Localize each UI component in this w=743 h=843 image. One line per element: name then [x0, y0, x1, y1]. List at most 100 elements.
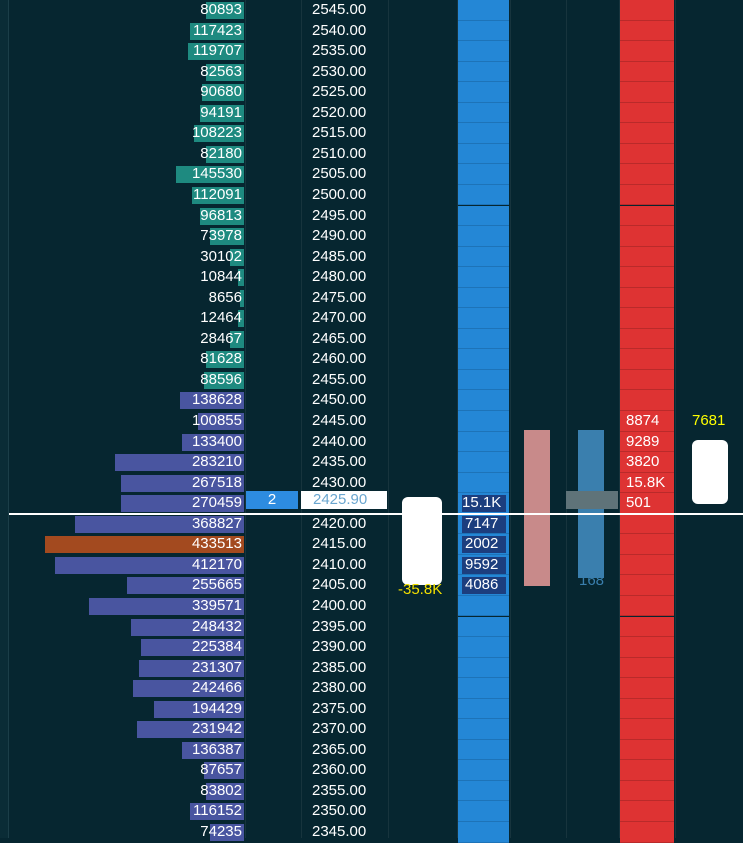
bid-cell[interactable] — [458, 226, 509, 247]
ladder-row[interactable]: 12464 2470.00 — [0, 308, 743, 329]
ask-cell[interactable] — [620, 246, 674, 268]
ladder-row[interactable]: 231942 2370.00 — [0, 719, 743, 740]
price-level[interactable]: 2355.00 — [312, 781, 367, 799]
price-level[interactable]: 2540.00 — [312, 21, 367, 39]
bid-cell[interactable] — [458, 390, 509, 411]
bid-cell[interactable] — [458, 595, 509, 617]
price-level[interactable]: 2525.00 — [312, 83, 367, 101]
ladder-row[interactable]: 433513 2415.00 2002 — [0, 534, 743, 555]
price-level[interactable]: 2415.00 — [312, 535, 367, 553]
bid-cell[interactable] — [458, 164, 509, 185]
bid-cell[interactable] — [458, 719, 509, 740]
ask-cell[interactable] — [620, 534, 674, 555]
ask-cell[interactable] — [620, 390, 674, 411]
ladder-row[interactable]: 96813 2495.00 — [0, 205, 743, 227]
price-level[interactable]: 2400.00 — [312, 596, 367, 614]
bid-cell[interactable] — [458, 616, 509, 638]
ladder-row[interactable]: 116152 2350.00 — [0, 801, 743, 822]
ladder-row[interactable]: 108223 2515.00 — [0, 123, 743, 144]
ask-cell[interactable] — [620, 616, 674, 638]
ask-cell[interactable] — [620, 41, 674, 62]
price-level[interactable]: 2535.00 — [312, 42, 367, 60]
bid-cell[interactable] — [458, 267, 509, 288]
ladder-row[interactable]: 10844 2480.00 — [0, 267, 743, 288]
ladder-row[interactable]: 83802 2355.00 — [0, 780, 743, 802]
price-level[interactable]: 2350.00 — [312, 802, 367, 820]
ladder-row[interactable]: 73978 2490.00 — [0, 226, 743, 247]
bid-cell[interactable] — [458, 123, 509, 144]
ladder-row[interactable]: 136387 2365.00 — [0, 739, 743, 761]
bid-cell[interactable] — [458, 41, 509, 62]
ask-cell[interactable] — [620, 698, 674, 720]
price-level[interactable]: 2390.00 — [312, 638, 367, 656]
price-level[interactable]: 2450.00 — [312, 391, 367, 409]
ladder-row[interactable]: 82180 2510.00 — [0, 143, 743, 165]
ladder-row[interactable]: 231307 2385.00 — [0, 657, 743, 679]
ladder-row[interactable]: 117423 2540.00 — [0, 20, 743, 42]
ask-cell[interactable] — [620, 267, 674, 288]
bid-cell[interactable] — [458, 82, 509, 103]
ladder-row[interactable]: 90680 2525.00 — [0, 82, 743, 103]
ask-cell[interactable] — [620, 554, 674, 576]
ask-cell[interactable] — [620, 369, 674, 391]
price-level[interactable]: 2365.00 — [312, 740, 367, 758]
ladder-row[interactable]: 255665 2405.00 4086 — [0, 575, 743, 596]
ladder-row[interactable]: 94191 2520.00 — [0, 102, 743, 124]
ask-cell[interactable] — [620, 82, 674, 103]
ask-cell[interactable] — [620, 801, 674, 822]
ladder-row[interactable]: 267518 2430.00 15.8K — [0, 472, 743, 494]
price-level[interactable]: 2545.00 — [312, 1, 367, 18]
bid-cell[interactable] — [458, 739, 509, 761]
bid-cell[interactable] — [458, 102, 509, 124]
ask-cell[interactable] — [620, 61, 674, 83]
bid-cell[interactable] — [458, 184, 509, 206]
price-level[interactable]: 2430.00 — [312, 473, 367, 491]
price-level[interactable]: 2460.00 — [312, 350, 367, 368]
ladder-row[interactable]: 283210 2435.00 3820 — [0, 452, 743, 473]
ask-cell[interactable] — [620, 595, 674, 617]
bid-cell[interactable] — [458, 780, 509, 802]
bid-cell[interactable] — [458, 0, 509, 21]
ask-cell[interactable] — [620, 411, 674, 432]
price-level[interactable]: 2475.00 — [312, 288, 367, 306]
left-scrollbar[interactable] — [0, 0, 9, 838]
ask-cell[interactable] — [620, 575, 674, 596]
price-level[interactable]: 2480.00 — [312, 268, 367, 286]
ask-cell[interactable] — [620, 657, 674, 679]
ladder-row[interactable]: 412170 2410.00 9592 — [0, 554, 743, 576]
bid-cell[interactable] — [458, 369, 509, 391]
ask-cell[interactable] — [620, 637, 674, 658]
price-level[interactable]: 2515.00 — [312, 124, 367, 142]
bid-cell[interactable] — [458, 822, 509, 843]
ask-cell[interactable] — [620, 143, 674, 165]
bid-cell[interactable] — [458, 411, 509, 432]
ask-cell[interactable] — [620, 205, 674, 227]
bid-cell[interactable] — [458, 698, 509, 720]
ladder-row[interactable]: 138628 2450.00 — [0, 390, 743, 411]
ask-cell[interactable] — [620, 780, 674, 802]
ask-cell[interactable] — [620, 328, 674, 350]
ladder-row[interactable]: 339571 2400.00 — [0, 595, 743, 617]
ladder-row[interactable]: 82563 2530.00 — [0, 61, 743, 83]
price-level[interactable]: 2385.00 — [312, 658, 367, 676]
price-level[interactable]: 2405.00 — [312, 576, 367, 594]
ladder-row[interactable]: 87657 2360.00 — [0, 760, 743, 781]
ask-cell[interactable] — [620, 452, 674, 473]
price-level[interactable]: 2440.00 — [312, 432, 367, 450]
bid-cell[interactable] — [458, 308, 509, 329]
ask-cell[interactable] — [620, 20, 674, 42]
bid-cell[interactable] — [458, 349, 509, 370]
ask-cell[interactable] — [620, 760, 674, 781]
price-level[interactable]: 2420.00 — [312, 514, 367, 532]
ask-cell[interactable] — [620, 472, 674, 494]
ladder-row[interactable]: 28467 2465.00 — [0, 328, 743, 350]
price-level[interactable]: 2530.00 — [312, 62, 367, 80]
ladder-row[interactable]: 88596 2455.00 — [0, 369, 743, 391]
ladder-row[interactable]: 74235 2345.00 — [0, 822, 743, 843]
ask-cell[interactable] — [620, 678, 674, 699]
ask-cell[interactable] — [620, 719, 674, 740]
price-level[interactable]: 2495.00 — [312, 206, 367, 224]
ladder-row[interactable]: 225384 2390.00 — [0, 637, 743, 658]
ladder-row[interactable]: 242466 2380.00 — [0, 678, 743, 699]
